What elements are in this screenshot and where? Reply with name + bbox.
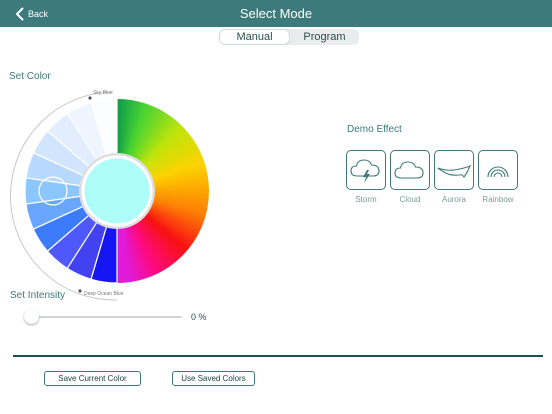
set-intensity-label: Set Intensity (10, 290, 66, 301)
effect-aurora-button[interactable] (434, 150, 474, 190)
intensity-slider-thumb[interactable] (24, 309, 39, 324)
wheel-end-label: Deep Ocean Blue (84, 291, 124, 297)
intensity-value: 0 % (191, 312, 207, 322)
save-current-color-button[interactable]: Save Current Color (44, 371, 141, 386)
selected-color-marker[interactable] (38, 176, 68, 206)
wheel-start-label: Sky Blue (93, 90, 113, 96)
demo-effect-label: Demo Effect (347, 124, 402, 135)
color-wheel[interactable] (0, 80, 230, 320)
back-button[interactable]: Back (15, 6, 48, 22)
footer-divider (13, 355, 543, 357)
center-color-swatch[interactable] (81, 155, 153, 227)
navigation-bar: Back Select Mode (0, 0, 552, 27)
intensity-slider-track (24, 316, 182, 318)
use-saved-colors-button[interactable]: Use Saved Colors (172, 371, 255, 386)
effect-rainbow[interactable]: Rainbow (478, 150, 518, 204)
tab-program[interactable]: Program (303, 31, 346, 43)
effect-storm-label: Storm (355, 195, 377, 204)
cloud-icon (394, 161, 424, 179)
wheel-arc-end-marker (78, 289, 82, 293)
back-button-label: Back (28, 9, 49, 19)
tab-manual[interactable]: Manual (219, 29, 290, 45)
wheel-arc-start-marker (88, 96, 92, 100)
effect-aurora-label: Aurora (441, 195, 466, 204)
aurora-icon (437, 165, 472, 178)
mode-segmented-control: Manual Program (219, 29, 359, 45)
intensity-slider[interactable] (24, 309, 182, 324)
effect-cloud[interactable]: Cloud (390, 150, 430, 204)
page-title: Select Mode (239, 6, 313, 21)
set-color-label: Set Color (9, 71, 51, 82)
effect-storm[interactable]: Storm (346, 150, 386, 204)
chevron-left-icon (16, 7, 24, 21)
effect-rainbow-button[interactable] (478, 150, 518, 190)
demo-effect-group: Storm Cloud Aurora Rainbow (346, 150, 518, 204)
rainbow-icon (487, 166, 509, 178)
storm-icon (350, 159, 380, 183)
effect-cloud-button[interactable] (390, 150, 430, 190)
effect-rainbow-label: Rainbow (482, 195, 514, 204)
effect-aurora[interactable]: Aurora (434, 150, 474, 204)
wheel-guide-arc (9, 91, 118, 301)
effect-cloud-label: Cloud (399, 195, 421, 204)
effect-storm-button[interactable] (346, 150, 386, 190)
